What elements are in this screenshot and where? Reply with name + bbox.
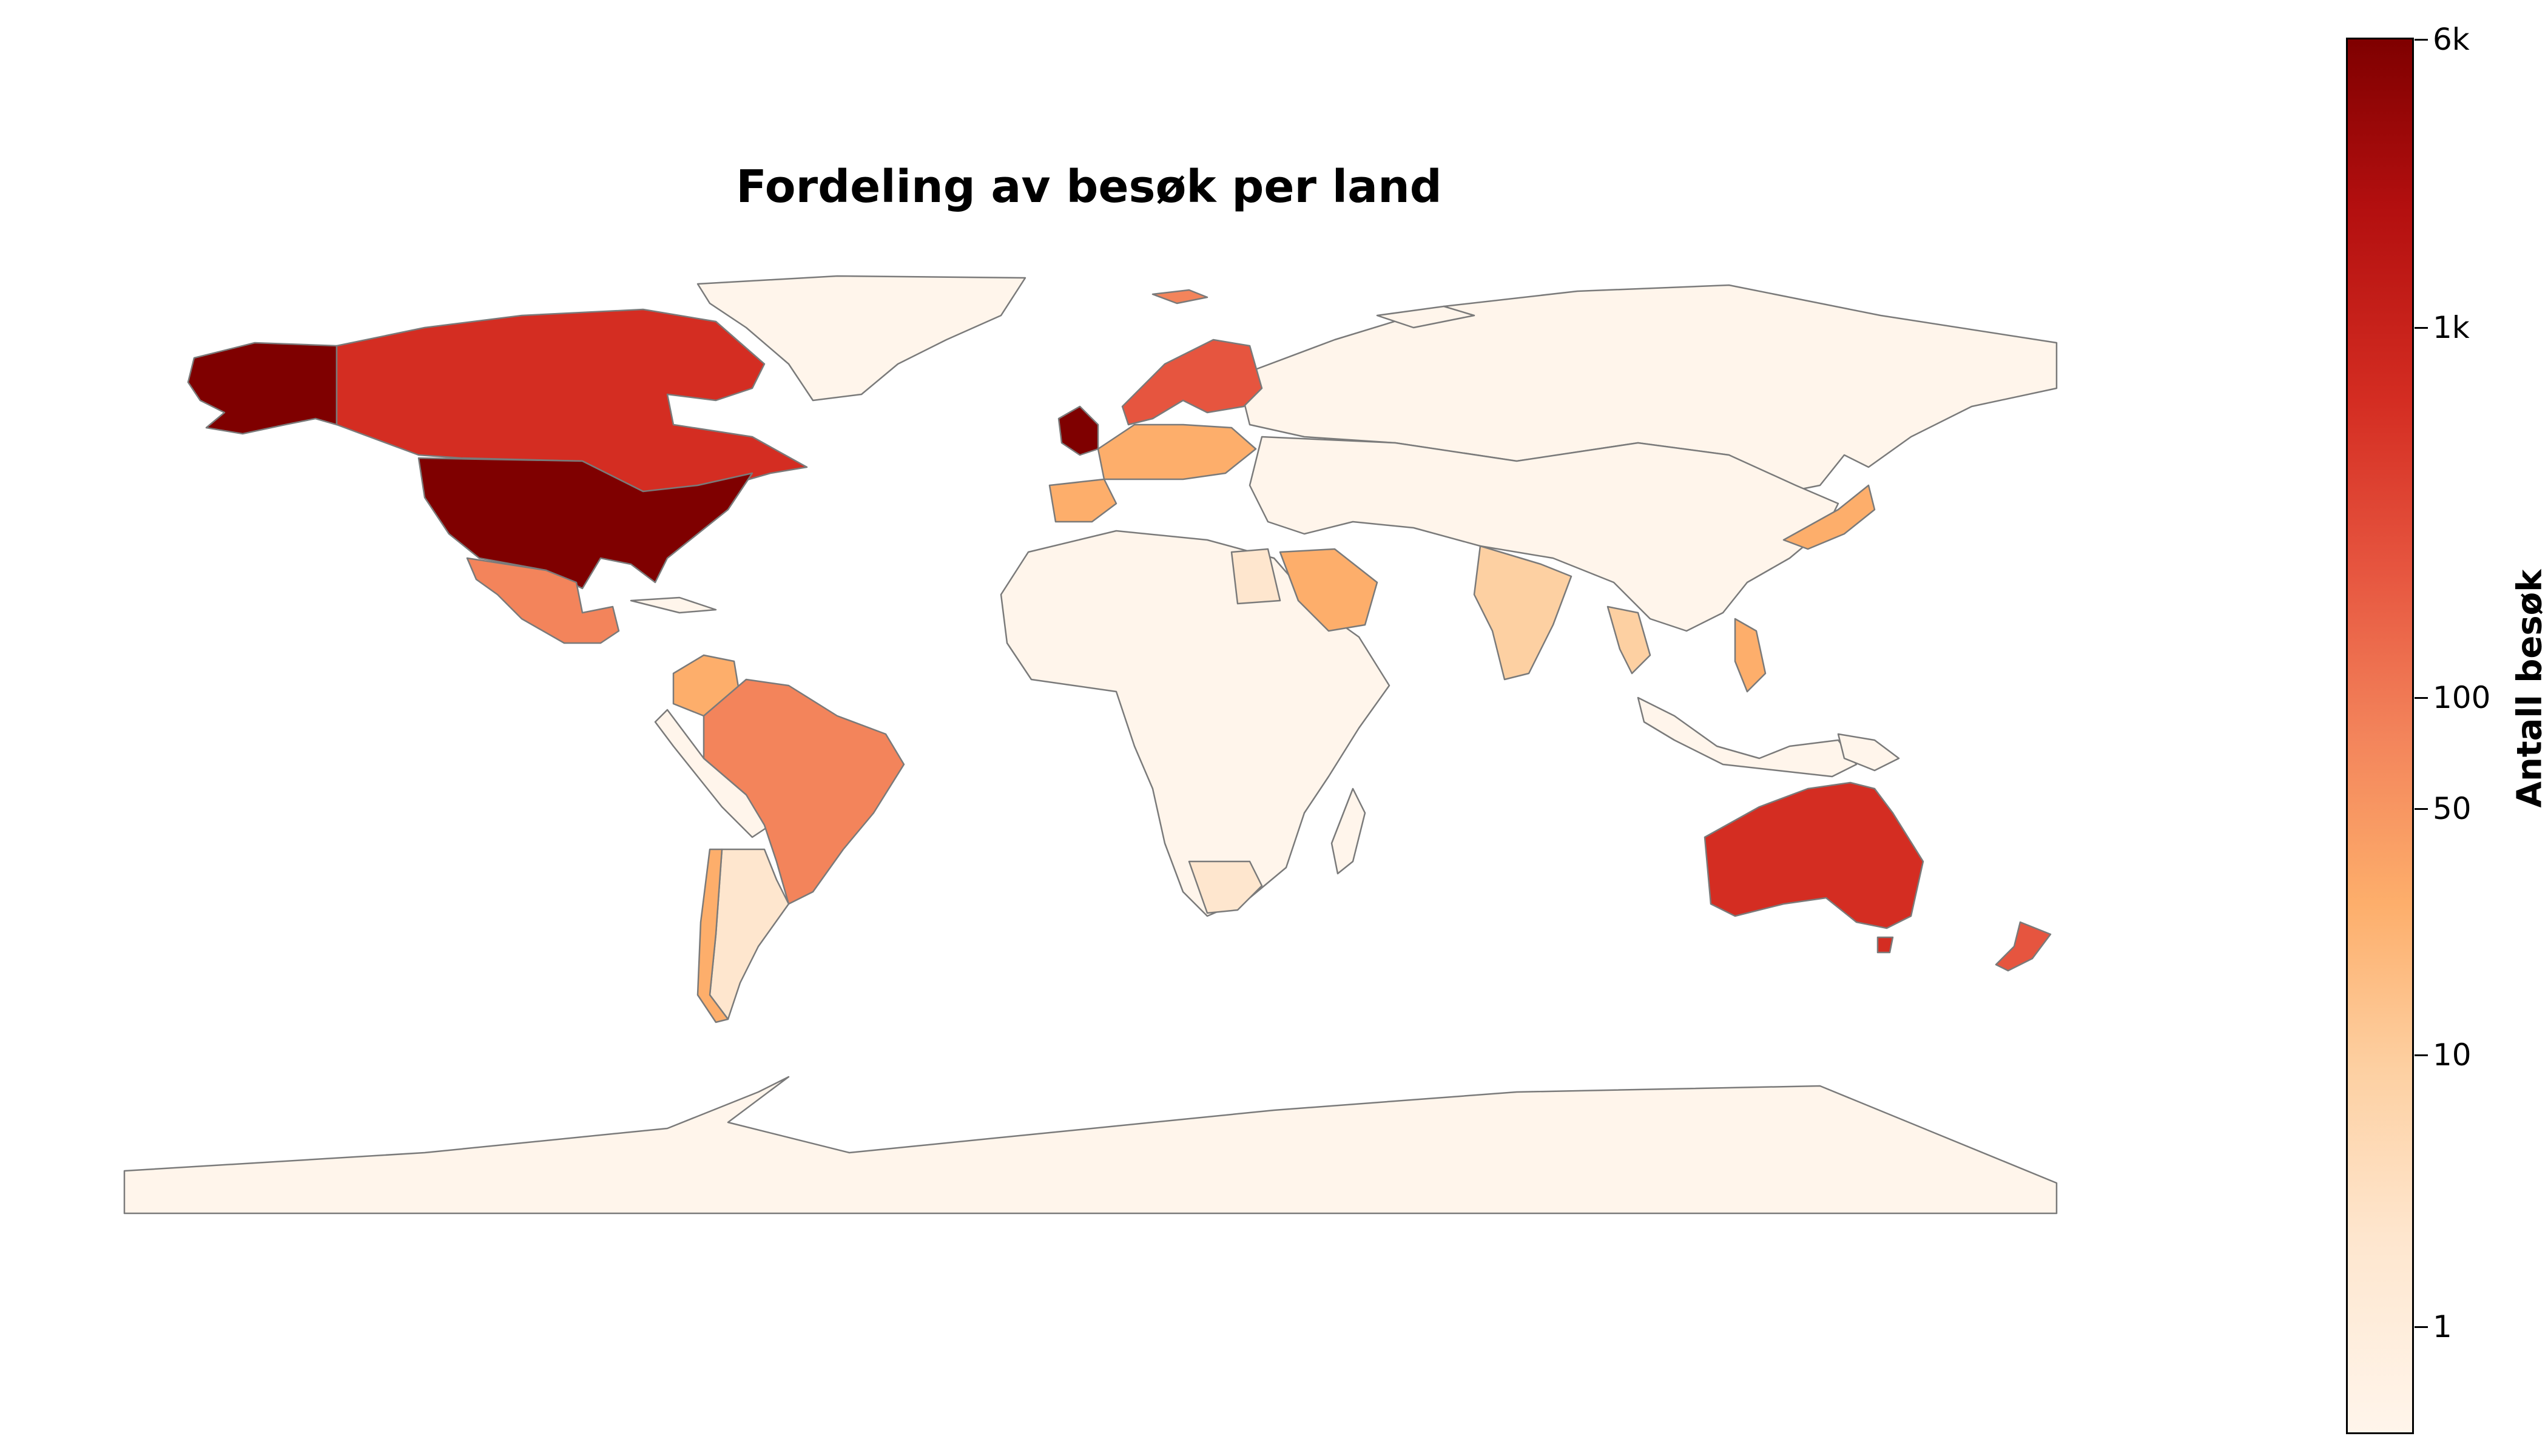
colorbar-tick-label-100: 100 <box>2433 680 2491 715</box>
colorbar-tick-1k <box>2415 327 2428 329</box>
region-svalbard <box>1151 289 1208 305</box>
region-philippines <box>1734 618 1767 693</box>
colorbar-tick-100 <box>2415 697 2428 699</box>
visited-regions <box>187 289 2052 1023</box>
colorbar-tick-label-50: 50 <box>2433 791 2472 826</box>
colorbar-tick-label-6k: 6k <box>2433 22 2470 57</box>
region-brazil <box>703 678 905 905</box>
indonesia <box>1637 696 1858 778</box>
greenland <box>696 275 1026 402</box>
region-newzealand <box>1995 921 2052 972</box>
colorbar-tick-label-1k: 1k <box>2433 310 2470 345</box>
region-usa <box>417 457 753 590</box>
colorbar-tick-label-1: 1 <box>2433 1309 2452 1344</box>
region-india <box>1473 545 1572 681</box>
region-saudi <box>1279 548 1378 632</box>
region-southafrica <box>1188 860 1263 914</box>
arctic-isles <box>1376 305 1475 329</box>
region-japan <box>1782 484 1876 550</box>
colorbar-tick-50 <box>2415 808 2428 810</box>
region-argentina <box>709 848 790 1020</box>
region-mexico <box>466 557 620 644</box>
asia-middle <box>1249 436 1839 632</box>
colorbar-tick-label-10: 10 <box>2433 1037 2472 1073</box>
region-alaska <box>187 342 338 435</box>
png <box>1837 733 1900 772</box>
caribbean <box>630 596 717 614</box>
chart-title: Fordeling av besøk per land <box>736 161 1442 213</box>
base-land <box>123 275 2058 1215</box>
region-thailand <box>1606 605 1651 675</box>
region-uk <box>1057 405 1099 456</box>
region-scandinavia <box>1121 339 1263 426</box>
madagascar <box>1330 787 1366 875</box>
world-map <box>123 275 2058 1215</box>
region-spain <box>1048 478 1117 523</box>
colorbar-tick-1 <box>2415 1326 2428 1328</box>
region-westeurope <box>1097 423 1257 480</box>
region-australia <box>1704 781 1924 929</box>
region-chile <box>696 848 729 1023</box>
region-tasmania <box>1876 936 1894 954</box>
region-egypt <box>1230 548 1281 605</box>
colorbar <box>2346 38 2414 1434</box>
colorbar-label: Antall besøk <box>2510 569 2548 808</box>
antarctica <box>123 1076 2058 1215</box>
colorbar-tick-10 <box>2415 1054 2428 1056</box>
colorbar-tick-6k <box>2415 39 2428 41</box>
